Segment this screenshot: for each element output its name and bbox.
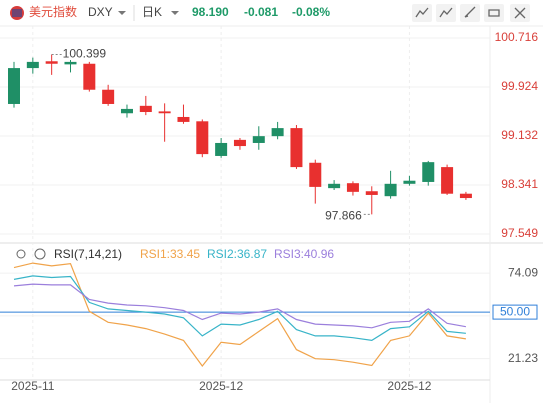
annotation: 100.399 bbox=[63, 47, 107, 61]
candle-body bbox=[384, 183, 397, 197]
tool-icon bbox=[415, 7, 429, 18]
change-percent: -0.08% bbox=[292, 5, 330, 19]
candle-body bbox=[365, 191, 378, 195]
candle-body bbox=[403, 180, 416, 184]
legend-entry: RSI3:40.96 bbox=[274, 247, 334, 261]
y-tick-label: 100.716 bbox=[495, 30, 539, 44]
candle-body bbox=[158, 111, 171, 114]
candle-body bbox=[139, 105, 152, 113]
candle-body bbox=[233, 139, 246, 147]
period[interactable]: 日K bbox=[142, 5, 162, 19]
instrument-name: 美元指数 bbox=[29, 4, 77, 19]
candle-body bbox=[83, 63, 96, 90]
candle-body bbox=[441, 167, 454, 194]
settings-icon[interactable] bbox=[34, 248, 46, 260]
eye-icon[interactable] bbox=[16, 249, 26, 259]
y-tick-label: 99.924 bbox=[501, 79, 538, 93]
candle-body bbox=[422, 162, 435, 182]
candle-body bbox=[177, 116, 190, 122]
tool-icon bbox=[514, 7, 526, 19]
candle-body bbox=[252, 136, 265, 143]
candle-body bbox=[45, 61, 58, 64]
candle-body bbox=[102, 89, 115, 104]
symbol[interactable]: DXY bbox=[88, 5, 113, 19]
y-tick-label: 21.23 bbox=[508, 351, 538, 365]
candle-body bbox=[290, 128, 303, 168]
x-tick-label: 2025-12 bbox=[387, 379, 431, 393]
candle-body bbox=[215, 142, 228, 156]
tool-icon bbox=[488, 9, 500, 17]
candle-body bbox=[120, 108, 133, 114]
candle-body bbox=[196, 121, 209, 155]
annotation: 97.866 bbox=[325, 209, 362, 223]
candle-body bbox=[8, 68, 20, 104]
reference-label-box bbox=[492, 304, 538, 320]
y-tick-label: 97.549 bbox=[501, 226, 538, 240]
candle-body bbox=[328, 183, 341, 189]
rsi-line bbox=[13, 262, 466, 367]
rsi-line bbox=[13, 283, 467, 329]
tool-button[interactable] bbox=[484, 4, 504, 22]
tool-icon bbox=[464, 6, 476, 18]
y-tick-label: 74.09 bbox=[508, 265, 538, 279]
legend-entry: RSI1:33.45 bbox=[140, 247, 200, 261]
dropdown-caret bbox=[171, 11, 179, 15]
candle-body bbox=[64, 61, 77, 65]
y-tick-label: 99.132 bbox=[501, 128, 538, 142]
x-tick-label: 2025-12 bbox=[199, 379, 243, 393]
candle-body bbox=[346, 183, 359, 192]
candle-body bbox=[459, 193, 472, 199]
reference-label: 50.00 bbox=[500, 304, 530, 318]
tool-icon bbox=[439, 7, 453, 18]
candle-body bbox=[309, 162, 322, 187]
dropdown-caret bbox=[118, 11, 126, 15]
change: -0.081 bbox=[244, 5, 278, 19]
indicator-title: RSI(7,14,21) bbox=[54, 247, 122, 261]
price: 98.190 bbox=[192, 5, 229, 19]
x-tick-label: 2025-11 bbox=[11, 379, 54, 393]
legend-entry: RSI2:36.87 bbox=[207, 247, 267, 261]
rsi-line bbox=[13, 275, 466, 342]
candle-body bbox=[26, 61, 39, 69]
flag-detail bbox=[12, 9, 22, 17]
y-tick-label: 98.341 bbox=[501, 177, 538, 191]
tool-button[interactable] bbox=[460, 4, 480, 22]
candle-body bbox=[271, 128, 284, 137]
